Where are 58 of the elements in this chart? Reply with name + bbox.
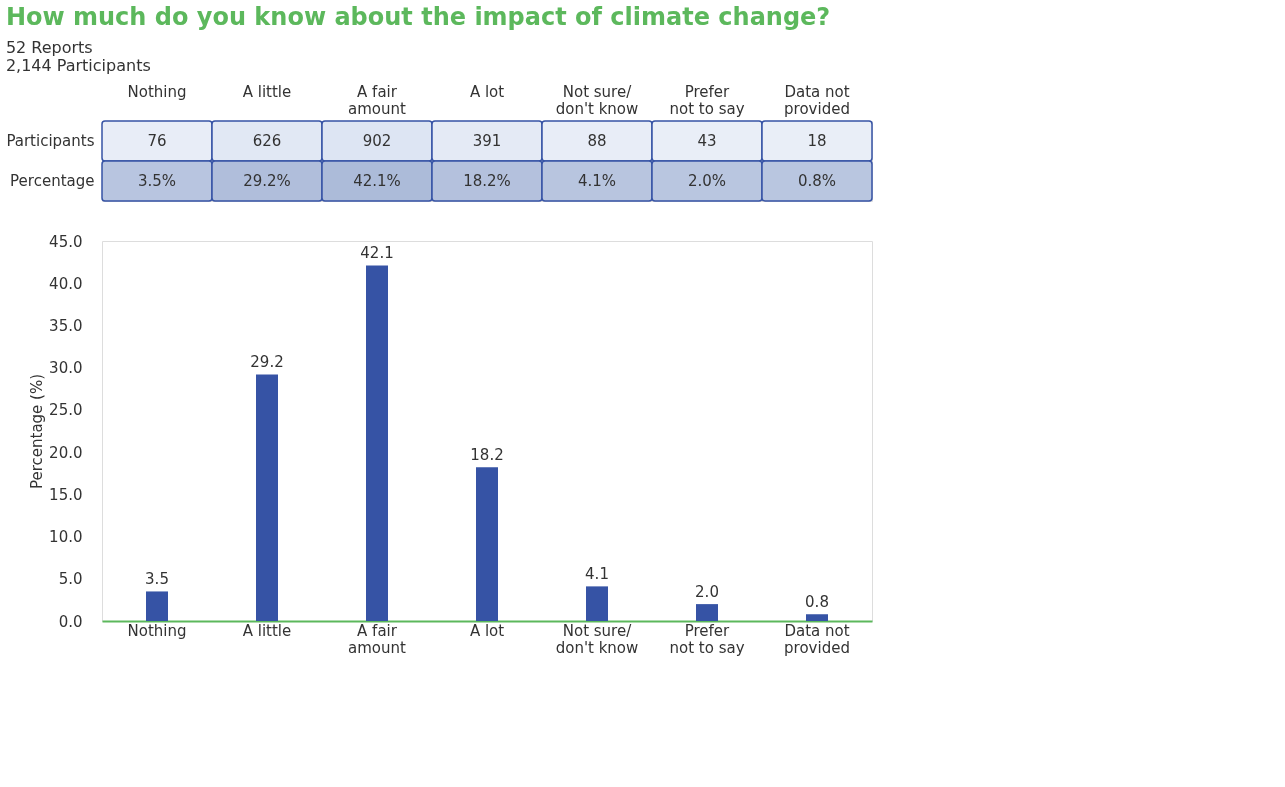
y-tick-label: Participants — [6, 132, 95, 150]
chart-title: How much do you know about the impact of climate change? — [5, 3, 831, 31]
data-label: 0.8 — [805, 593, 829, 612]
x-tick-label: Nothing — [127, 82, 187, 101]
x-tick-label: A little — [242, 82, 292, 101]
text: 52 Reports — [5, 38, 93, 57]
bar — [146, 591, 168, 621]
data-label: 88 — [587, 132, 607, 150]
bar — [476, 467, 498, 621]
y-tick-label: 5.0 — [58, 570, 83, 589]
y-tick-label: 0.0 — [58, 612, 83, 631]
y-tick-label: 30.0 — [49, 359, 83, 378]
y-tick-label: 15.0 — [49, 485, 83, 504]
x-tick-label: A lot — [469, 82, 505, 101]
y-tick-label: 10.0 — [49, 528, 83, 547]
data-label: 29.2% — [243, 172, 291, 190]
data-label: 2.0 — [695, 583, 719, 602]
data-label: 76 — [147, 132, 167, 150]
x-tick-label: A fair amount — [348, 621, 407, 657]
data-label: 4.1% — [577, 172, 617, 190]
x-tick-label: Prefer not to say — [669, 621, 745, 657]
y-tick-label: 45.0 — [49, 232, 83, 251]
x-tick-label: Data not provided — [784, 621, 850, 657]
data-label: 42.1% — [353, 172, 401, 190]
data-label: 626 — [252, 132, 282, 150]
data-label: 3.5% — [137, 172, 177, 190]
bar — [696, 604, 718, 621]
x-tick-label: Prefer not to say — [669, 82, 745, 118]
x-tick-label: Not sure/ don't know — [555, 82, 639, 118]
x-tick-label: Nothing — [127, 621, 187, 640]
data-label: 29.2 — [250, 353, 284, 372]
y-axis-title: Percentage (%) — [28, 373, 47, 490]
data-label: 18.2% — [463, 172, 511, 190]
x-tick-label: A little — [242, 621, 292, 640]
data-label: 18 — [807, 132, 827, 150]
bar — [806, 614, 828, 621]
y-tick-label: 35.0 — [49, 316, 83, 335]
data-label: 42.1 — [360, 244, 394, 263]
x-tick-label: Data not provided — [784, 82, 850, 118]
y-tick-label: 40.0 — [49, 274, 83, 293]
bar — [586, 586, 608, 621]
bar — [256, 374, 278, 621]
data-label: 2.0% — [687, 172, 727, 190]
x-tick-label: Not sure/ don't know — [555, 621, 639, 657]
data-label: 4.1 — [585, 565, 609, 584]
data-label: 0.8% — [797, 172, 837, 190]
data-label: 902 — [362, 132, 392, 150]
bar — [366, 265, 388, 621]
y-tick-label: Percentage — [10, 172, 95, 190]
x-tick-label: A fair amount — [348, 82, 407, 118]
data-label: 18.2 — [470, 446, 504, 465]
text: 2,144 Participants — [5, 56, 151, 75]
y-tick-label: 25.0 — [49, 401, 83, 420]
x-tick-label: A lot — [469, 621, 505, 640]
data-label: 3.5 — [145, 570, 169, 589]
data-label: 391 — [472, 132, 502, 150]
data-label: 43 — [697, 132, 717, 150]
y-tick-label: 20.0 — [49, 443, 83, 462]
